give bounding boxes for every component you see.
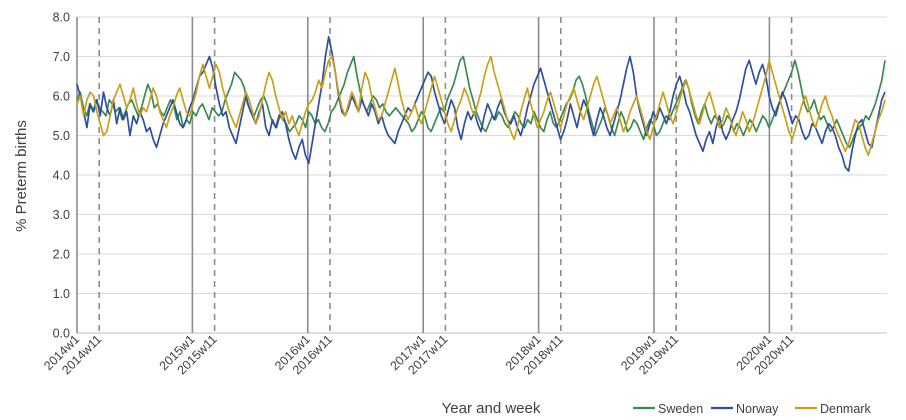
legend: Sweden Norway Denmark [633, 402, 871, 416]
y-tick-label: 3.0 [53, 208, 70, 222]
y-axis-title: % Preterm births [13, 120, 30, 232]
series-line-sweden [76, 55, 886, 149]
legend-item-denmark: Denmark [795, 402, 871, 416]
series-line-norway [76, 35, 886, 172]
gridlines [77, 16, 887, 334]
y-tick-labels: 0.0 1.0 2.0 3.0 4.0 5.0 6.0 7.0 8.0 [53, 11, 70, 341]
y-tick-label: 8.0 [53, 11, 70, 25]
x-axis-title: Year and week [442, 400, 541, 417]
legend-label: Denmark [820, 402, 871, 416]
y-tick-label: 1.0 [53, 287, 70, 301]
y-tick-label: 0.0 [53, 327, 70, 341]
y-tick-label: 2.0 [53, 248, 70, 262]
legend-item-sweden: Sweden [633, 402, 703, 416]
series-lines [76, 35, 886, 172]
legend-label: Sweden [658, 402, 703, 416]
y-tick-label: 5.0 [53, 129, 70, 143]
y-tick-label: 7.0 [53, 50, 70, 64]
series-line-denmark [76, 55, 886, 157]
legend-label: Norway [736, 402, 779, 416]
y-tick-label: 4.0 [53, 169, 70, 183]
year-week-markers [76, 17, 793, 333]
legend-item-norway: Norway [711, 402, 779, 416]
y-tick-label: 6.0 [53, 90, 70, 104]
